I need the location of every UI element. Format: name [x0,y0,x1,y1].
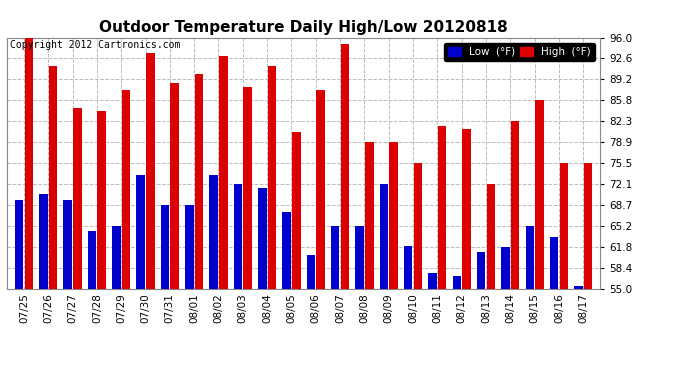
Bar [462,129,471,289]
Bar [428,273,437,289]
Bar [584,163,593,289]
Title: Outdoor Temperature Daily High/Low 20120818: Outdoor Temperature Daily High/Low 20120… [99,20,508,35]
Bar [170,84,179,289]
Bar [331,226,339,289]
Bar [306,255,315,289]
Bar [453,276,461,289]
Bar [501,247,510,289]
Bar [574,286,582,289]
Bar [49,66,57,289]
Bar [73,108,81,289]
Bar [97,111,106,289]
Bar [292,132,301,289]
Text: Copyright 2012 Cartronics.com: Copyright 2012 Cartronics.com [10,40,180,50]
Bar [122,90,130,289]
Bar [413,163,422,289]
Bar [365,142,373,289]
Bar [219,56,228,289]
Bar [550,237,558,289]
Bar [389,142,398,289]
Bar [535,100,544,289]
Legend: Low  (°F), High  (°F): Low (°F), High (°F) [444,43,595,61]
Bar [25,38,33,289]
Bar [486,184,495,289]
Bar [185,205,194,289]
Bar [14,200,23,289]
Bar [195,74,204,289]
Bar [355,226,364,289]
Bar [234,184,242,289]
Bar [404,246,413,289]
Bar [244,87,252,289]
Bar [63,200,72,289]
Bar [560,163,568,289]
Bar [477,252,485,289]
Bar [341,44,349,289]
Bar [146,53,155,289]
Bar [268,66,276,289]
Bar [209,176,218,289]
Bar [161,205,169,289]
Bar [88,231,97,289]
Bar [112,226,121,289]
Bar [526,226,534,289]
Bar [438,126,446,289]
Bar [137,176,145,289]
Bar [39,194,48,289]
Bar [317,90,325,289]
Bar [258,188,266,289]
Bar [282,212,290,289]
Bar [380,184,388,289]
Bar [511,122,520,289]
